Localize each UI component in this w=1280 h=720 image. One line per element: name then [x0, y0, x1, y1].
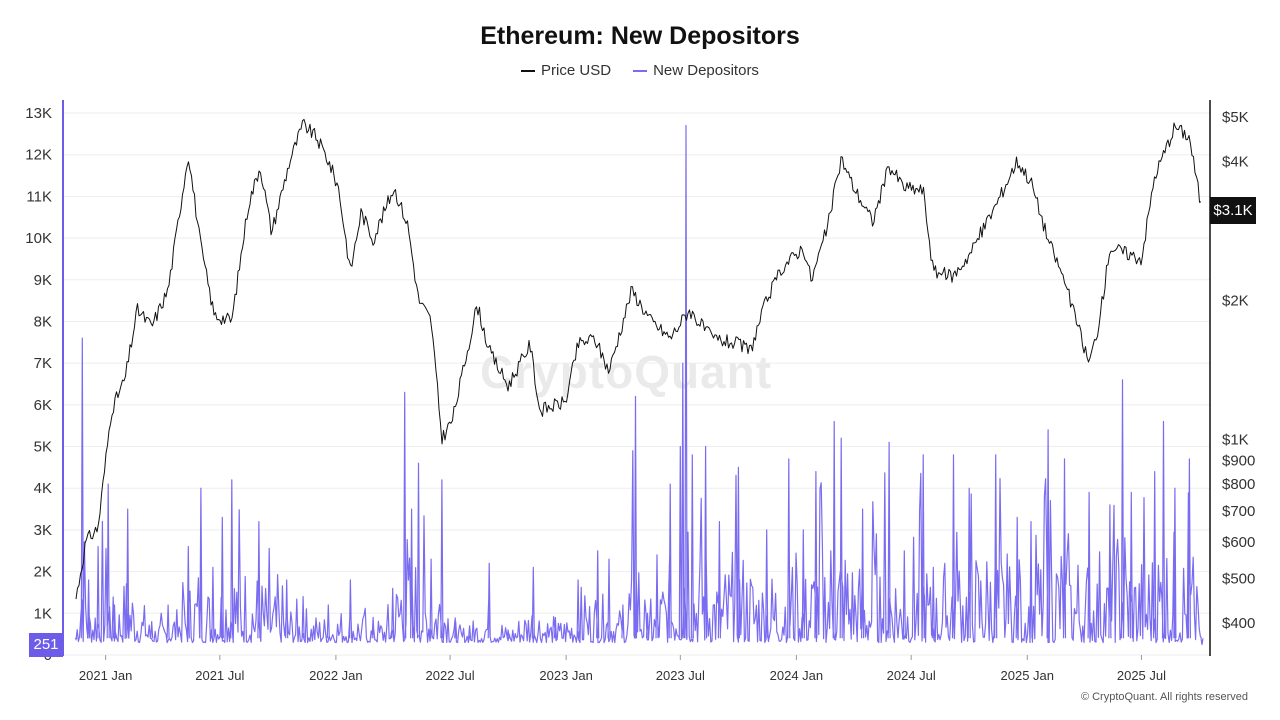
left-axis-tick-label: 4K — [34, 480, 52, 497]
x-axis-tick-label: 2021 Jan — [79, 668, 133, 683]
chart-legend: Price USD New Depositors — [0, 62, 1280, 79]
left-axis-tick-label: 10K — [25, 230, 52, 247]
series-new-depositors — [75, 124, 1204, 646]
x-axis-tick-label: 2024 Jan — [770, 668, 824, 683]
left-axis-tick-label: 12K — [25, 147, 52, 164]
x-axis-tick-label: 2023 Jan — [539, 668, 593, 683]
x-axis-tick-label: 2025 Jul — [1117, 668, 1166, 683]
x-axis-tick-label: 2023 Jul — [656, 668, 705, 683]
x-axis-tick-label: 2024 Jul — [887, 668, 936, 683]
copyright-credit: © CryptoQuant. All rights reserved — [1080, 691, 1248, 703]
legend-swatch-price — [521, 69, 536, 72]
left-axis-tick-label: 5K — [34, 439, 52, 456]
current-depositors-badge: 251 — [29, 633, 63, 657]
x-axis-tick-label: 2021 Jul — [195, 668, 244, 683]
right-axis-tick-label: $600 — [1222, 534, 1255, 551]
left-axis-tick-label: 2K — [34, 564, 52, 581]
left-axis-tick-label: 6K — [34, 397, 52, 414]
legend-item-price[interactable]: Price USD — [521, 62, 611, 79]
legend-item-depositors[interactable]: New Depositors — [633, 62, 759, 79]
right-axis-tick-label: $900 — [1222, 453, 1255, 470]
legend-label-price: Price USD — [541, 62, 612, 79]
legend-label-depositors: New Depositors — [653, 62, 759, 79]
right-axis-tick-label: $400 — [1222, 615, 1255, 632]
right-axis-tick-label: $700 — [1222, 503, 1255, 520]
watermark: CryptoQuant — [480, 346, 773, 398]
left-axis-tick-label: 7K — [34, 355, 52, 372]
right-axis-tick-label: $2K — [1222, 293, 1249, 310]
left-axis-tick-label: 8K — [34, 313, 52, 330]
left-axis-tick-label: 9K — [34, 272, 52, 289]
right-axis-tick-label: $800 — [1222, 476, 1255, 493]
x-axis-tick-label: 2022 Jul — [425, 668, 474, 683]
current-price-badge: $3.1K — [1210, 197, 1256, 224]
left-axis-tick-label: 3K — [34, 522, 52, 539]
x-axis-tick-label: 2025 Jan — [1001, 668, 1055, 683]
left-axis-tick-label: 13K — [25, 105, 52, 122]
right-axis-tick-label: $4K — [1222, 154, 1249, 171]
legend-swatch-depositors — [633, 69, 648, 72]
left-axis-tick-label: 11K — [26, 188, 52, 205]
right-axis-tick-label: $500 — [1222, 570, 1255, 587]
right-axis-tick-label: $5K — [1222, 109, 1249, 126]
chart-title: Ethereum: New Depositors — [480, 22, 800, 50]
series-price-usd — [75, 118, 1202, 600]
left-axis-tick-label: 1K — [34, 605, 52, 622]
right-axis-tick-label: $1K — [1222, 431, 1249, 448]
x-axis-tick-label: 2022 Jan — [309, 668, 363, 683]
